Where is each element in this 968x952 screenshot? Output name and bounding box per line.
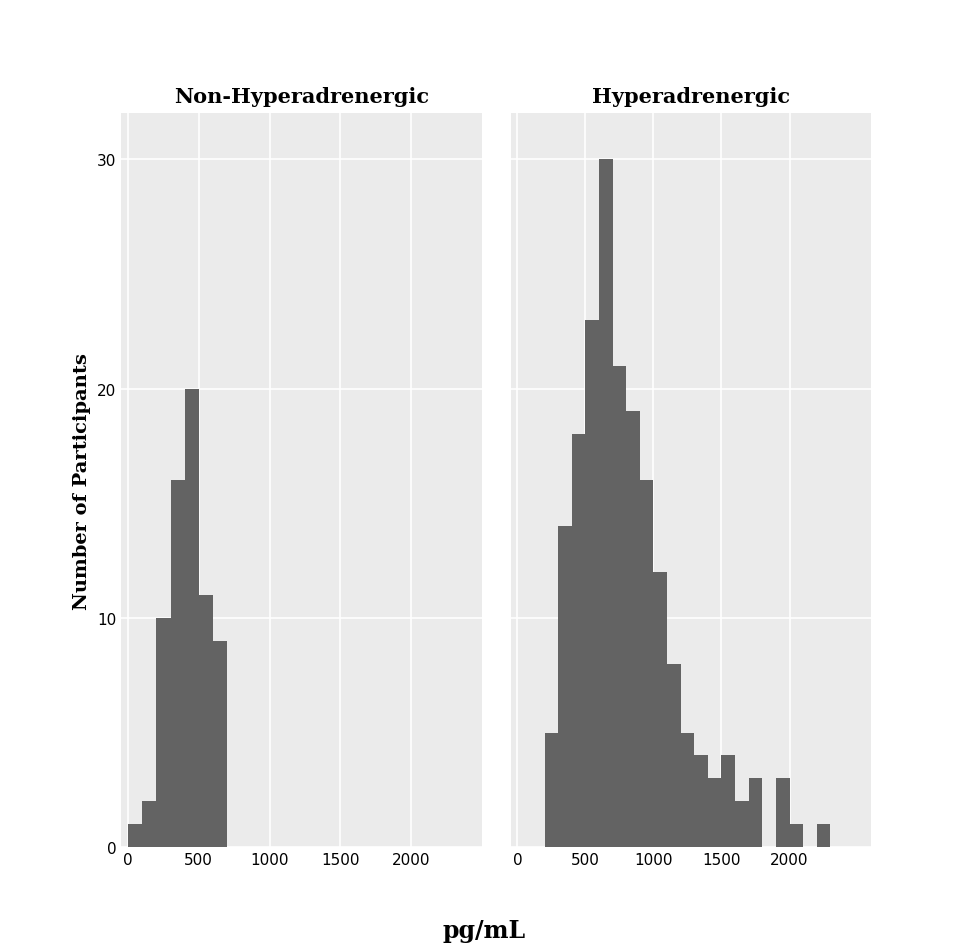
Bar: [721, 756, 735, 847]
Bar: [142, 802, 157, 847]
Bar: [170, 481, 185, 847]
Bar: [640, 481, 653, 847]
Bar: [735, 802, 748, 847]
Bar: [213, 641, 227, 847]
Bar: [572, 435, 586, 847]
Bar: [694, 756, 708, 847]
Bar: [681, 733, 694, 847]
Text: pg/mL: pg/mL: [442, 919, 526, 942]
Bar: [157, 618, 170, 847]
Title: Non-Hyperadrenergic: Non-Hyperadrenergic: [174, 88, 429, 108]
Bar: [128, 824, 142, 847]
Y-axis label: Number of Participants: Number of Participants: [74, 352, 91, 609]
Bar: [790, 824, 803, 847]
Bar: [748, 779, 763, 847]
Bar: [708, 779, 721, 847]
Bar: [653, 572, 667, 847]
Bar: [776, 779, 790, 847]
Bar: [545, 733, 559, 847]
Bar: [613, 367, 626, 847]
Bar: [185, 389, 198, 847]
Bar: [626, 412, 640, 847]
Bar: [198, 595, 213, 847]
Bar: [817, 824, 831, 847]
Title: Hyperadrenergic: Hyperadrenergic: [591, 88, 790, 108]
Bar: [667, 664, 681, 847]
Bar: [559, 526, 572, 847]
Bar: [586, 321, 599, 847]
Bar: [599, 160, 613, 847]
